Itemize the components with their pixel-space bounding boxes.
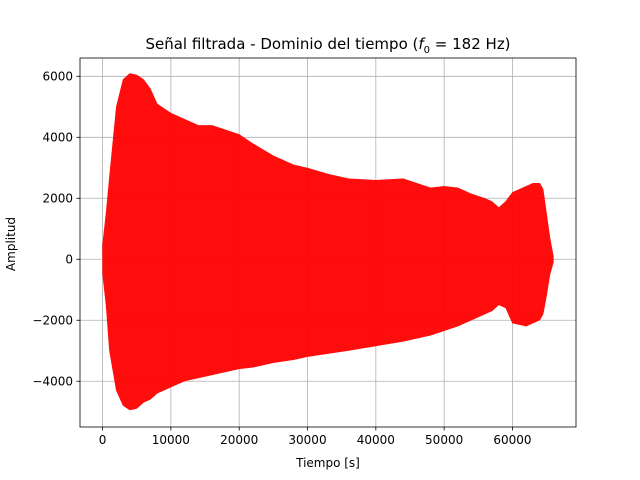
x-tick-label: 40000 [357,433,395,447]
signal-line-series-0 [102,73,554,411]
x-tick-label: 30000 [288,433,326,447]
x-tick-label: 60000 [493,433,531,447]
y-axis-label: Amplitud [4,217,18,271]
chart-title-subscript: 0 [424,45,430,56]
y-tick-label: 6000 [42,69,73,83]
y-tick-label: 0 [65,252,73,266]
x-tick-label: 10000 [152,433,190,447]
axes-frame [79,57,577,428]
x-tick-label: 50000 [425,433,463,447]
x-axis-label: Tiempo [s] [295,456,360,470]
plot-area: 0 10000 20000 30000 40000 50000 60000−4000−200… [32,57,577,447]
y-tick-label: −2000 [32,313,73,327]
y-tick-label: 2000 [42,191,73,205]
y-tick-label: −4000 [32,374,73,388]
y-tick-label: 4000 [42,130,73,144]
chart-title-prefix: Señal filtrada - Dominio del tiempo ( [145,35,418,53]
chart-title-variable: f [418,35,426,53]
x-tick-label: 20000 [220,433,258,447]
x-tick-label: 0 [99,433,107,447]
chart-title: Señal filtrada - Dominio del tiempo (f0 … [145,35,510,56]
chart-title-suffix: = 182 Hz) [430,35,511,53]
